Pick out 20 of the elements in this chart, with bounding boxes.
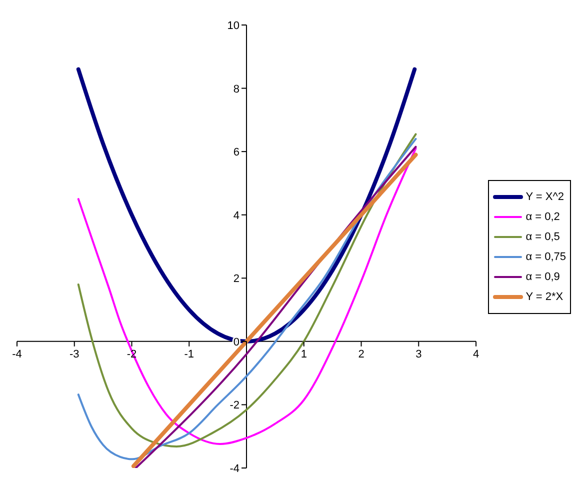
x-tick-label: -1	[184, 348, 194, 360]
x-tick-label: -4	[12, 348, 22, 360]
legend-label: Y = 2*X	[526, 290, 564, 305]
x-tick-label: 3	[416, 348, 422, 360]
legend-label: α = 0,2	[526, 210, 560, 225]
legend-label: Y = X^2	[526, 190, 564, 205]
legend-label: α = 0,5	[526, 230, 560, 245]
y-tick-label: 4	[233, 210, 240, 222]
y-tick-label: 6	[233, 146, 240, 159]
y-tick-label: 8	[233, 83, 240, 96]
y-tick-label: -2	[230, 400, 240, 412]
y-tick-label: -4	[230, 463, 240, 475]
legend-label: α = 0,9	[526, 270, 560, 285]
x-tick-label: 1	[300, 348, 307, 360]
y-tick-label: 2	[233, 273, 240, 286]
legend-label: α = 0,75	[526, 250, 566, 265]
x-tick-label: 4	[472, 348, 480, 360]
y-tick-label: 10	[227, 20, 240, 32]
x-tick-label: -3	[69, 348, 80, 360]
x-tick-label: 2	[358, 348, 364, 360]
